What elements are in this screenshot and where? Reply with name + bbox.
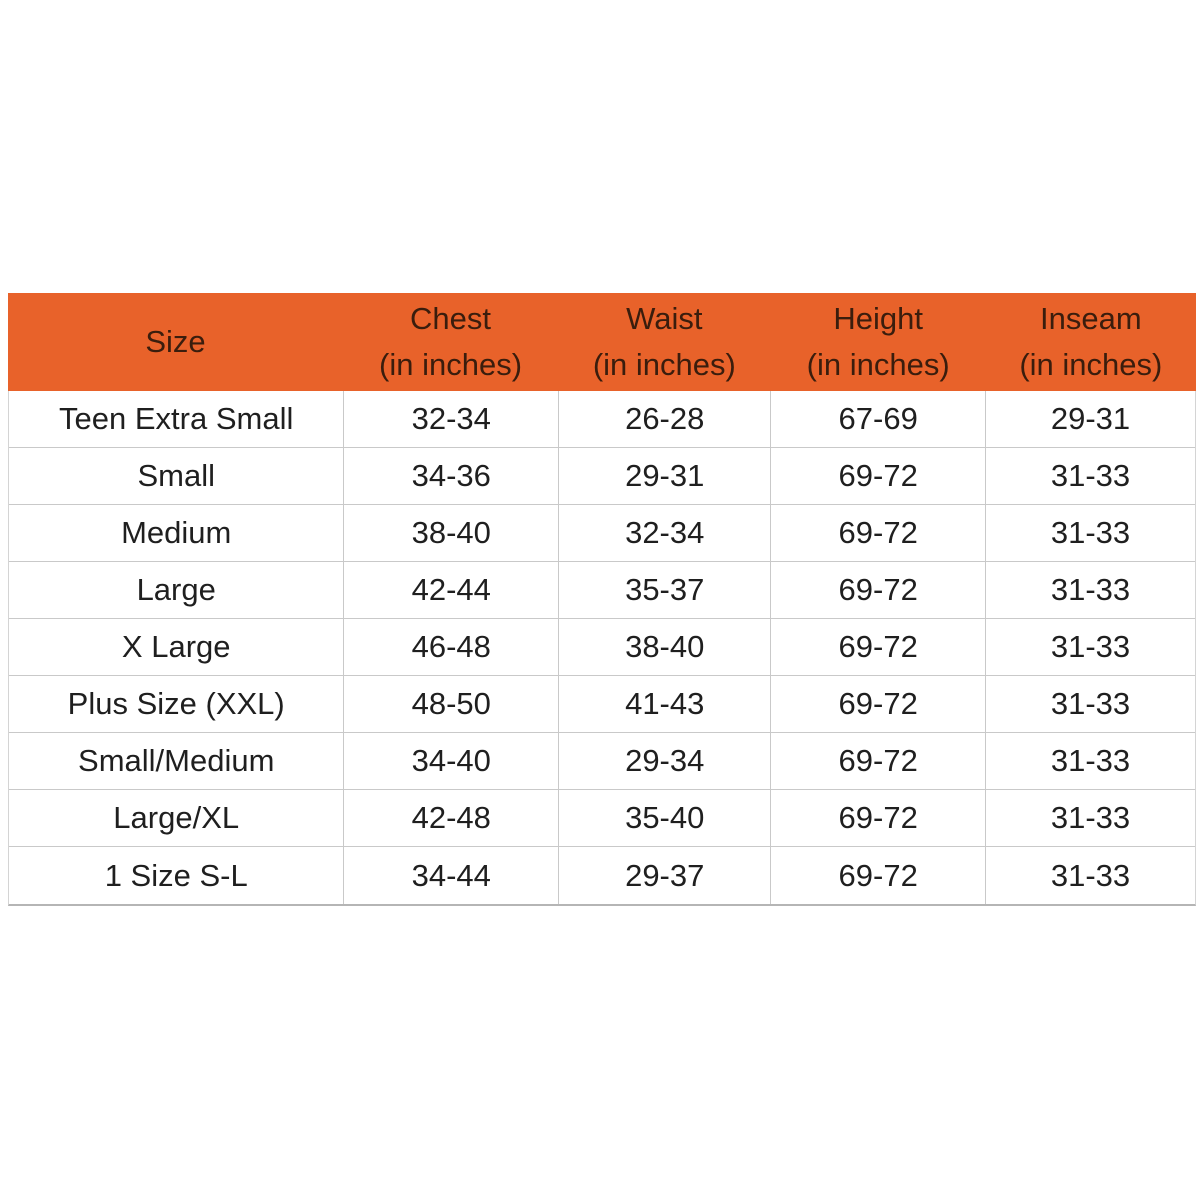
size-cell: 1 Size S-L [104, 857, 248, 893]
size-cell: Large [136, 572, 216, 607]
waist-cell: 32-34 [558, 505, 770, 561]
inseam-cell: 31-33 [985, 505, 1195, 561]
size-cell: Small [137, 458, 215, 493]
table-row: Small 34-36 29-31 69-72 31-33 [9, 448, 1195, 505]
waist-cell: 35-40 [558, 790, 770, 846]
header-label-inseam: Inseam [1039, 301, 1142, 336]
inseam-cell: 29-31 [985, 391, 1195, 447]
inseam-cell: 31-33 [985, 733, 1195, 789]
height-cell: 69-72 [770, 790, 985, 846]
table-row: Plus Size (XXL) 48-50 41-43 69-72 31-33 [9, 676, 1195, 733]
header-sublabel-inseam: (in inches) [1019, 347, 1163, 382]
header-sublabel-chest: (in inches) [379, 347, 523, 382]
size-chart-table: Size Chest (in inches) Waist (in inches)… [8, 293, 1196, 906]
waist-cell: 38-40 [558, 619, 770, 675]
table-row: Large/XL 42-48 35-40 69-72 31-33 [9, 790, 1195, 847]
header-label-size: Size [145, 324, 206, 359]
header-cell-height: Height (in inches) [771, 293, 986, 391]
header-sublabel-waist: (in inches) [592, 347, 736, 382]
table-body: Teen Extra Small 32-34 26-28 67-69 29-31 Smal… [8, 391, 1196, 906]
size-cell: Small/Medium [78, 743, 275, 778]
inseam-cell: 31-33 [985, 676, 1195, 732]
inseam-cell: 31-33 [985, 448, 1195, 504]
waist-cell: 35-37 [558, 562, 770, 618]
size-cell: Plus Size (XXL) [67, 686, 285, 721]
chest-cell: 34-36 [343, 448, 558, 504]
height-cell: 69-72 [770, 847, 985, 904]
height-cell: 69-72 [770, 676, 985, 732]
height-cell: 69-72 [770, 562, 985, 618]
size-cell: Medium [121, 515, 232, 550]
chest-cell: 34-40 [343, 733, 558, 789]
chest-cell: 48-50 [343, 676, 558, 732]
table-row: Small/Medium 34-40 29-34 69-72 31-33 [9, 733, 1195, 790]
height-cell: 69-72 [770, 505, 985, 561]
chest-cell: 32-34 [343, 391, 558, 447]
chest-cell: 38-40 [343, 505, 558, 561]
chest-cell: 34-44 [343, 847, 558, 904]
waist-cell: 29-34 [558, 733, 770, 789]
waist-cell: 29-31 [558, 448, 770, 504]
header-cell-chest: Chest (in inches) [343, 293, 558, 391]
table-row: Teen Extra Small 32-34 26-28 67-69 29-31 [9, 391, 1195, 448]
inseam-cell: 31-33 [985, 847, 1195, 904]
header-cell-inseam: Inseam (in inches) [986, 293, 1196, 391]
height-cell: 67-69 [770, 391, 985, 447]
table-header-row: Size Chest (in inches) Waist (in inches)… [8, 293, 1196, 391]
chest-cell: 42-44 [343, 562, 558, 618]
table-row: X Large 46-48 38-40 69-72 31-33 [9, 619, 1195, 676]
size-cell: X Large [121, 629, 231, 664]
header-label-chest: Chest [410, 301, 492, 336]
table-row: Medium 38-40 32-34 69-72 31-33 [9, 505, 1195, 562]
inseam-cell: 31-33 [985, 619, 1195, 675]
header-cell-size: Size [8, 293, 343, 391]
inseam-cell: 31-33 [985, 562, 1195, 618]
height-cell: 69-72 [770, 448, 985, 504]
chest-cell: 42-48 [343, 790, 558, 846]
table-row: 1 Size S-L 34-44 29-37 69-72 31-33 [9, 847, 1195, 904]
header-label-waist: Waist [626, 301, 703, 336]
size-cell: Teen Extra Small [59, 401, 294, 436]
header-label-height: Height [833, 301, 923, 336]
waist-cell: 29-37 [558, 847, 770, 904]
chest-cell: 46-48 [343, 619, 558, 675]
waist-cell: 26-28 [558, 391, 770, 447]
size-cell: Large/XL [113, 800, 240, 835]
height-cell: 69-72 [770, 619, 985, 675]
waist-cell: 41-43 [558, 676, 770, 732]
header-cell-waist: Waist (in inches) [558, 293, 771, 391]
table-row: Large 42-44 35-37 69-72 31-33 [9, 562, 1195, 619]
inseam-cell: 31-33 [985, 790, 1195, 846]
header-sublabel-height: (in inches) [806, 347, 950, 382]
height-cell: 69-72 [770, 733, 985, 789]
